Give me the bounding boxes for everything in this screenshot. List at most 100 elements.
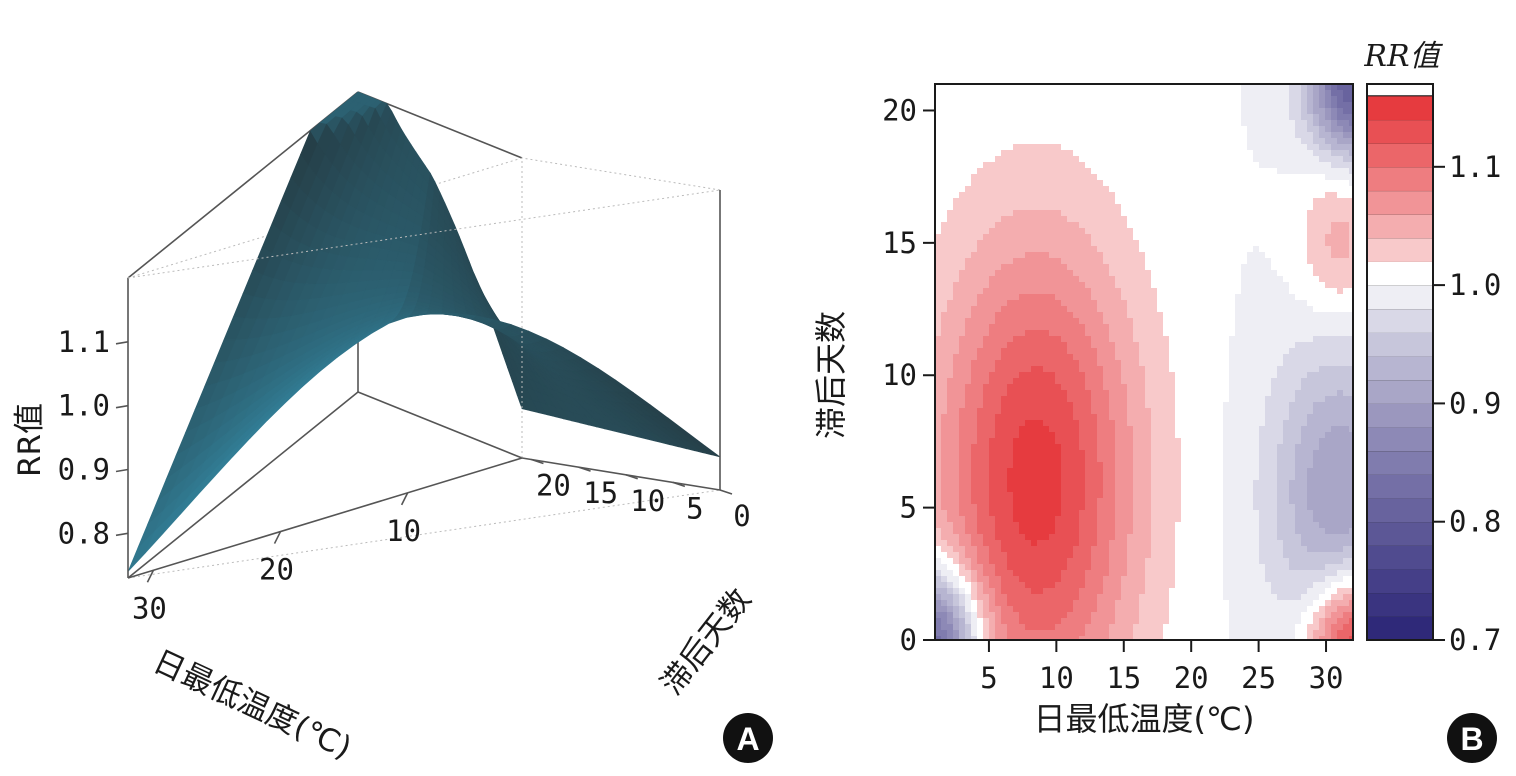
contour-cell	[1073, 240, 1080, 247]
contour-cell	[1121, 522, 1128, 529]
contour-cell	[1049, 576, 1056, 583]
contour-cell	[1013, 180, 1020, 187]
contour-cell	[1097, 420, 1104, 427]
contour-cell	[1067, 108, 1074, 115]
contour-cell	[1013, 126, 1020, 133]
contour-cell	[953, 504, 960, 511]
contour-cell	[1073, 138, 1080, 145]
contour-cell	[977, 222, 984, 229]
contour-cell	[1121, 414, 1128, 421]
contour-cell	[1037, 582, 1044, 589]
contour-cell	[1133, 498, 1140, 505]
contour-cell	[1175, 180, 1182, 187]
contour-cell	[971, 372, 978, 379]
contour-cell	[1187, 144, 1194, 151]
contour-cell	[977, 168, 984, 175]
contour-cell	[1187, 300, 1194, 307]
contour-cell	[1199, 156, 1206, 163]
contour-cell	[1181, 216, 1188, 223]
contour-cell	[1025, 606, 1032, 613]
contour-cell	[1067, 96, 1074, 103]
contour-cell	[1073, 516, 1080, 523]
contour-cell	[1061, 372, 1068, 379]
contour-cell	[959, 276, 966, 283]
contour-cell	[1181, 498, 1188, 505]
contour-cell	[1031, 420, 1038, 427]
contour-cell	[1025, 492, 1032, 499]
contour-cell	[1025, 348, 1032, 355]
contour-cell	[1121, 390, 1128, 397]
contour-cell	[935, 144, 942, 151]
contour-cell	[977, 630, 984, 637]
contour-cell	[1037, 480, 1044, 487]
contour-cell	[1073, 120, 1080, 127]
contour-cell	[977, 234, 984, 241]
contour-cell	[1073, 540, 1080, 547]
contour-cell	[1103, 534, 1110, 541]
contour-cell	[1085, 180, 1092, 187]
contour-cell	[989, 582, 996, 589]
contour-cell	[1103, 522, 1110, 529]
contour-cell	[1025, 210, 1032, 217]
contour-cell	[1109, 96, 1116, 103]
contour-cell	[1001, 282, 1008, 289]
contour-cell	[1073, 420, 1080, 427]
contour-cell	[1043, 360, 1050, 367]
contour-cell	[1133, 474, 1140, 481]
contour-cell	[1007, 222, 1014, 229]
contour-cell	[1061, 606, 1068, 613]
contour-cell	[1157, 264, 1164, 271]
contour-cell	[1025, 198, 1032, 205]
contour-cell	[1145, 570, 1152, 577]
contour-cell	[1091, 198, 1098, 205]
contour-cell	[1007, 462, 1014, 469]
contour-cell	[959, 144, 966, 151]
contour-cell	[1103, 504, 1110, 511]
contour-cell	[1067, 228, 1074, 235]
contour-cell	[1007, 342, 1014, 349]
contour-cell	[1085, 438, 1092, 445]
contour-cell	[1067, 264, 1074, 271]
contour-cell	[1037, 558, 1044, 565]
contour-cell	[1181, 96, 1188, 103]
contour-cell	[1013, 612, 1020, 619]
contour-cell	[1187, 240, 1194, 247]
contour-cell	[977, 444, 984, 451]
contour-cell	[977, 258, 984, 265]
contour-cell	[983, 306, 990, 313]
contour-cell	[1145, 618, 1152, 625]
contour-cell	[1049, 216, 1056, 223]
contour-cell	[1157, 384, 1164, 391]
contour-cell	[1139, 222, 1146, 229]
contour-cell	[1001, 618, 1008, 625]
contour-cell	[1199, 246, 1206, 253]
contour-cell	[935, 576, 942, 583]
contour-cell	[1013, 228, 1020, 235]
panel-a-badge: A	[723, 713, 773, 763]
contour-cell	[1181, 204, 1188, 211]
contour-cell	[983, 162, 990, 169]
contour-cell	[1181, 174, 1188, 181]
contour-cell	[1061, 528, 1068, 535]
contour-cell	[1031, 240, 1038, 247]
contour-cell	[977, 186, 984, 193]
contour-cell	[947, 582, 954, 589]
contour-cell	[953, 474, 960, 481]
contour-cell	[1043, 594, 1050, 601]
contour-cell	[1079, 570, 1086, 577]
contour-cell	[1163, 462, 1170, 469]
contour-cell	[971, 456, 978, 463]
contour-cell	[1139, 570, 1146, 577]
contour-cell	[959, 342, 966, 349]
contour-cell	[941, 372, 948, 379]
contour-cell	[1109, 582, 1116, 589]
contour-cell	[1025, 582, 1032, 589]
contour-cell	[1133, 630, 1140, 637]
contour-cell	[1187, 564, 1194, 571]
contour-cell	[1193, 456, 1200, 463]
contour-cell	[1133, 90, 1140, 97]
contour-cell	[947, 624, 954, 631]
contour-cell	[1073, 90, 1080, 97]
contour-cell	[1061, 228, 1068, 235]
